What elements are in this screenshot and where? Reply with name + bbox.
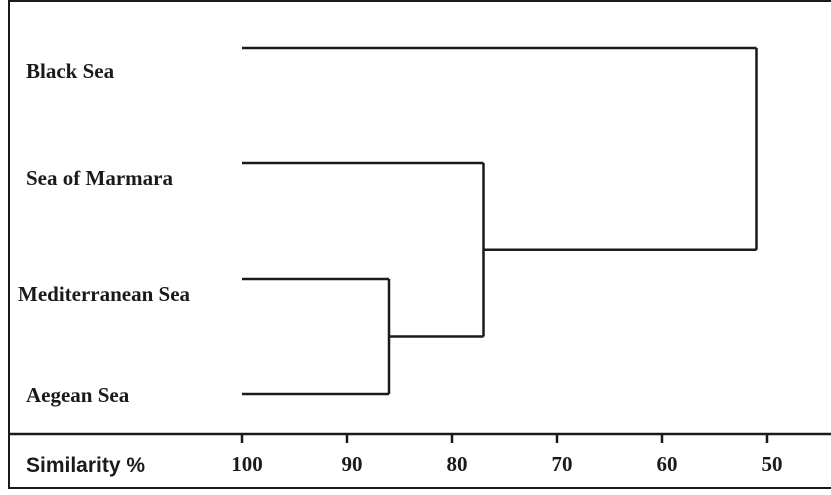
leaf-labels: Black Sea Sea of Marmara Mediterranean Sea… — [18, 59, 191, 407]
dendrogram-branches — [242, 46, 758, 396]
x-axis-title: Similarity % — [26, 454, 145, 477]
x-axis-ticks: 100 90 80 70 60 50 — [231, 434, 783, 476]
x-tick-label-80: 80 — [447, 452, 468, 476]
x-tick-label-60: 60 — [657, 452, 678, 476]
x-tick-label-90: 90 — [342, 452, 363, 476]
plot-border — [8, 0, 831, 489]
leaf-label-aegean-sea: Aegean Sea — [26, 383, 130, 407]
x-tick-label-70: 70 — [552, 452, 573, 476]
x-tick-label-100: 100 — [231, 452, 263, 476]
leaf-label-black-sea: Black Sea — [26, 59, 115, 83]
leaf-label-mediterranean-sea: Mediterranean Sea — [18, 282, 191, 306]
x-tick-label-50: 50 — [762, 452, 783, 476]
leaf-label-sea-of-marmara: Sea of Marmara — [26, 166, 173, 190]
